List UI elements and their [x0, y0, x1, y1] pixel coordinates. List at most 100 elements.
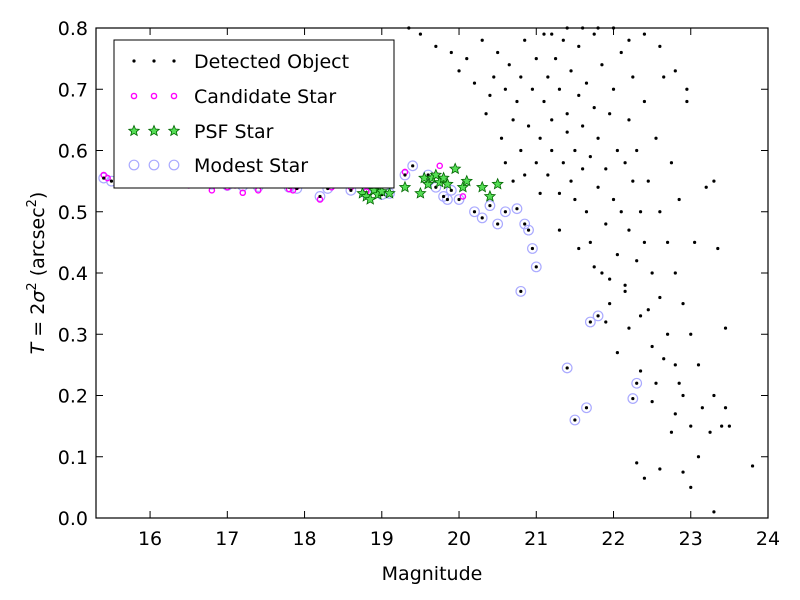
- detected-object-point-154: [723, 326, 728, 330]
- detected-object-point-188: [604, 320, 608, 324]
- detected-object-point-97: [584, 81, 589, 85]
- detected-object-point-86: [565, 130, 569, 134]
- y-tick-label-4: 0.4: [58, 263, 88, 285]
- detected-object-point-158: [642, 476, 647, 480]
- legend-marker-candidate: [130, 92, 178, 100]
- detected-object-point-128: [646, 179, 650, 183]
- legend-marker-2-1: [147, 124, 161, 137]
- detected-object-point-173: [642, 32, 647, 36]
- detected-object-point-42: [588, 320, 592, 324]
- detected-object-point-148: [700, 406, 704, 410]
- detected-object-point-184: [677, 381, 681, 385]
- modest-star-point-38: [581, 402, 592, 414]
- modest-star-point-30: [511, 203, 523, 215]
- detected-object-point-47: [418, 32, 423, 36]
- candidate-star-point-28: [459, 193, 467, 200]
- detected-object-point-25: [445, 197, 450, 202]
- y-tick-label-6: 0.6: [58, 141, 88, 163]
- modest-star-point-40: [592, 310, 604, 322]
- detected-object-point-127: [642, 240, 647, 244]
- detected-object-point-181: [623, 289, 627, 293]
- legend-box: [113, 39, 395, 189]
- psf-star-point-19: [475, 180, 489, 193]
- legend-label-modest: Modest Star: [194, 155, 308, 177]
- psf-star-point-16: [448, 162, 462, 175]
- detected-object-point-63: [511, 179, 515, 183]
- detected-object-point-83: [557, 87, 562, 91]
- detected-object-point-108: [608, 112, 612, 116]
- detected-object-point-52: [472, 81, 477, 85]
- detected-object-point-107: [604, 222, 608, 226]
- x-tick-label-8: 24: [756, 528, 780, 550]
- y-axis-label-close: ): [27, 192, 49, 199]
- modest-star-point-35: [515, 285, 527, 297]
- detected-object-point-113: [615, 253, 619, 257]
- detected-object-point-24: [441, 194, 446, 199]
- detected-object-point-102: [596, 185, 600, 189]
- tick-labels: 16 17 18 19 20 21 22 23 24 0.0 0.1 0.2 0.3 0.4 0.5 0.6 0…: [58, 18, 780, 550]
- detected-object-point-60: [503, 161, 507, 165]
- detected-object-point-79: [550, 148, 554, 153]
- modest-star-point-36: [561, 362, 573, 374]
- detected-object-point-70: [530, 87, 535, 91]
- modest-star-point-34: [530, 261, 542, 273]
- detected-object-point-81: [553, 57, 558, 61]
- detected-object-point-14: [318, 194, 322, 199]
- detected-object-point-176: [685, 87, 689, 91]
- detected-object-point-136: [665, 332, 670, 336]
- detected-object-point-44: [631, 396, 635, 401]
- legend-label-psf: PSF Star: [194, 121, 274, 143]
- y-axis-label-sup2: 2: [25, 199, 40, 207]
- detected-object-point-163: [650, 400, 654, 404]
- candidate-star-point-13: [239, 189, 247, 197]
- detected-object-point-165: [712, 393, 716, 398]
- psf-star-points: [356, 162, 504, 205]
- detected-object-point-130: [650, 344, 654, 349]
- modest-star-point-25: [469, 206, 480, 218]
- psf-star-point-14: [437, 171, 450, 184]
- detected-object-point-123: [635, 148, 639, 153]
- psf-star-point-10: [421, 177, 435, 190]
- detected-object-point-140: [677, 197, 681, 202]
- detected-object-point-106: [604, 167, 608, 171]
- y-axis-label: T = 2σ2 (arcsec2): [25, 192, 49, 355]
- detected-object-point-144: [689, 332, 693, 336]
- modest-star-point-18: [407, 160, 419, 172]
- detected-object-point-57: [496, 50, 500, 55]
- modest-star-point-39: [584, 316, 596, 328]
- psf-star-point-5: [375, 184, 389, 197]
- y-axis-label-eq: = 2: [27, 303, 49, 343]
- legend-marker-3-0: [128, 159, 140, 171]
- y-tick-label-8: 0.8: [58, 18, 88, 40]
- legend-marker-1-1: [150, 92, 158, 100]
- detected-object-point-38: [519, 289, 523, 293]
- detected-object-point-149: [704, 185, 708, 189]
- y-tick-label-2: 0.2: [58, 386, 88, 408]
- detected-object-point-118: [627, 118, 631, 122]
- detected-object-point-29: [480, 216, 484, 220]
- modest-star-point-27: [484, 200, 496, 212]
- detected-object-point-16: [349, 188, 353, 192]
- detected-object-point-71: [534, 161, 538, 165]
- modest-star-point-33: [527, 243, 538, 254]
- x-tick-label-6: 22: [601, 528, 625, 550]
- detected-object-point-34: [523, 222, 527, 226]
- detected-object-point-91: [573, 197, 577, 202]
- y-axis-label-var: T: [27, 341, 49, 354]
- detected-object-point-45: [635, 381, 639, 385]
- detected-object-point-122: [635, 259, 639, 263]
- detected-object-point-133: [658, 295, 662, 300]
- y-tick-label-0: 0.0: [58, 508, 88, 530]
- detected-object-point-156: [750, 464, 755, 468]
- modest-star-point-22: [442, 194, 453, 205]
- detected-object-point-150: [708, 430, 712, 434]
- detected-object-point-37: [534, 265, 538, 269]
- detected-object-point-73: [538, 191, 542, 195]
- modest-star-point-42: [631, 377, 643, 389]
- detected-object-point-43: [596, 314, 600, 318]
- detected-object-point-90: [573, 148, 577, 153]
- detected-object-point-121: [631, 75, 635, 79]
- psf-star-point-7: [398, 180, 412, 193]
- detected-object-point-105: [600, 63, 604, 67]
